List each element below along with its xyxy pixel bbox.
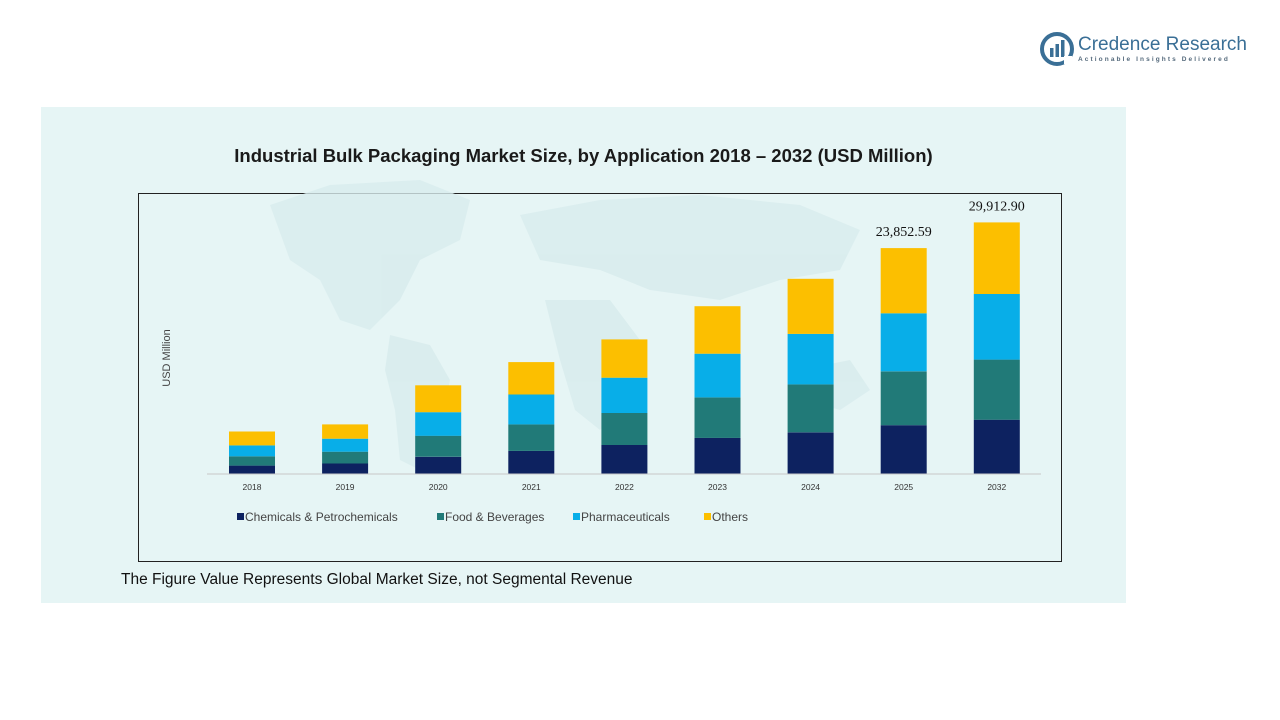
data-label-2032: 29,912.90 xyxy=(969,199,1025,214)
footnote: The Figure Value Represents Global Marke… xyxy=(121,571,633,588)
bar-2019-series-0 xyxy=(322,463,369,474)
chart-title: Industrial Bulk Packaging Market Size, b… xyxy=(234,145,933,166)
legend-swatch-1 xyxy=(437,513,444,520)
data-labels: 23,852.59 29,912.90 xyxy=(876,199,1025,240)
x-tick-label: 2019 xyxy=(336,482,355,492)
bar-2022-series-0 xyxy=(601,445,648,474)
legend-label-3: Others xyxy=(712,510,748,524)
credence-logo-icon xyxy=(1040,32,1074,66)
bar-2024-series-0 xyxy=(787,432,834,474)
bar-2021-series-3 xyxy=(508,362,555,395)
bar-2032-series-1 xyxy=(973,359,1020,420)
bar-2024-series-1 xyxy=(787,384,834,433)
bar-2025-series-0 xyxy=(880,425,927,474)
bar-2032-series-0 xyxy=(973,419,1020,474)
x-tick-label: 2021 xyxy=(522,482,541,492)
bar-2023-series-1 xyxy=(694,397,741,438)
bar-2020-series-0 xyxy=(415,456,462,474)
legend-label-0: Chemicals & Petrochemicals xyxy=(245,510,398,524)
data-label-2025: 23,852.59 xyxy=(876,225,932,240)
bar-2018-series-2 xyxy=(229,445,275,457)
legend-swatch-3 xyxy=(704,513,711,520)
bar-2023-series-0 xyxy=(694,437,741,474)
bar-2018-series-3 xyxy=(229,431,275,446)
bar-2019-series-3 xyxy=(322,424,369,439)
bar-2020-series-1 xyxy=(415,435,462,457)
x-tick-label: 2024 xyxy=(801,482,820,492)
legend-swatch-2 xyxy=(573,513,580,520)
bar-2025-series-3 xyxy=(880,248,927,314)
bar-2022-series-3 xyxy=(601,339,648,378)
bar-2019-series-2 xyxy=(322,438,369,452)
x-tick-label: 2022 xyxy=(615,482,634,492)
bar-2021-series-1 xyxy=(508,424,555,451)
bar-2021-series-0 xyxy=(508,450,555,474)
x-tick-label: 2018 xyxy=(243,482,262,492)
bar-2032-series-3 xyxy=(973,222,1020,294)
brand-name: Credence Research xyxy=(1078,34,1247,55)
legend-swatch-0 xyxy=(237,513,244,520)
legend-label-2: Pharmaceuticals xyxy=(581,510,670,524)
brand-tagline: Actionable Insights Delivered xyxy=(1078,56,1230,63)
brand-logo: Credence Research Actionable Insights De… xyxy=(1040,32,1260,72)
y-axis-label: USD Million xyxy=(161,329,173,386)
bar-2024-series-2 xyxy=(787,333,834,385)
bar-2018-series-1 xyxy=(229,456,275,466)
x-tick-label: 2025 xyxy=(894,482,913,492)
bar-2032-series-2 xyxy=(973,294,1020,360)
bar-2023-series-3 xyxy=(694,306,741,354)
x-tick-label: 2032 xyxy=(987,482,1006,492)
bar-2020-series-3 xyxy=(415,385,462,413)
bar-2019-series-1 xyxy=(322,451,369,464)
bar-2020-series-2 xyxy=(415,412,462,436)
x-tick-label: 2020 xyxy=(429,482,448,492)
bar-2025-series-2 xyxy=(880,313,927,372)
bar-2023-series-2 xyxy=(694,353,741,398)
x-tick-label: 2023 xyxy=(708,482,727,492)
legend-label-1: Food & Beverages xyxy=(445,510,544,524)
bars-layer xyxy=(229,222,1020,474)
bar-2022-series-1 xyxy=(601,413,648,445)
bar-2022-series-2 xyxy=(601,377,648,413)
bar-2021-series-2 xyxy=(508,394,555,425)
bar-2018-series-0 xyxy=(229,465,275,474)
bar-2025-series-1 xyxy=(880,371,927,426)
legend: Chemicals & Petrochemicals Food & Beverag… xyxy=(237,510,748,524)
bar-2024-series-3 xyxy=(787,278,834,334)
x-tick-labels: 2018 2019 2020 2021 2022 2023 2024 2025 2032 xyxy=(243,482,1007,492)
